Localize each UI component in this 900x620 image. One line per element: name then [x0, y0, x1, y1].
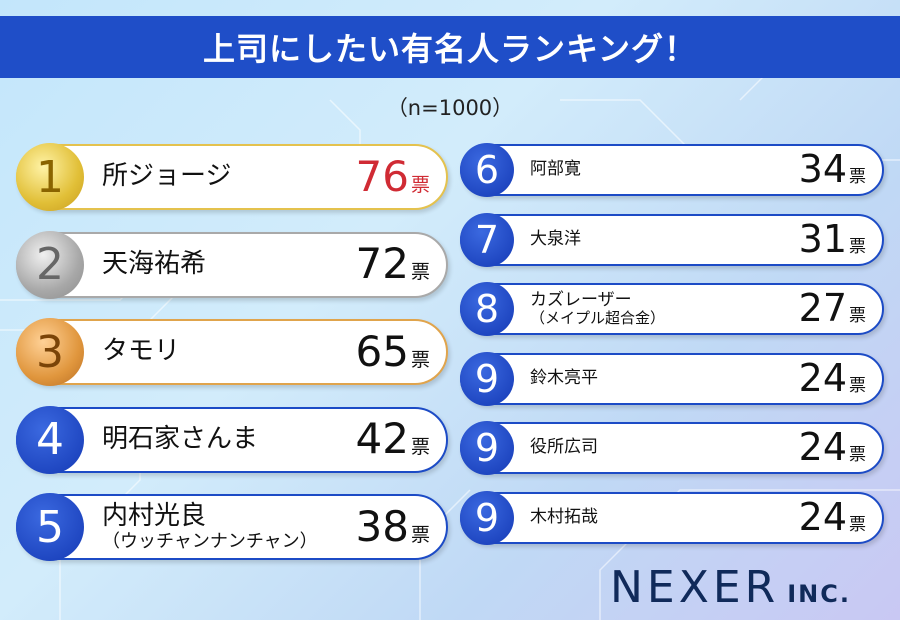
- rank-badge: 7: [460, 212, 514, 267]
- person-name-main: 天海祐希: [102, 248, 207, 279]
- vote-number: 24: [798, 355, 847, 400]
- rank-badge: 9: [460, 351, 514, 406]
- person-name-main: 所ジョージ: [102, 161, 232, 192]
- vote-count: 31 票: [799, 217, 866, 261]
- vote-number: 24: [798, 494, 847, 539]
- logo-main-text: NEXER: [610, 562, 780, 613]
- rank-badge: 5: [16, 493, 84, 561]
- rank-card: 7 大泉洋 31 票: [460, 212, 884, 267]
- person-name-main: 役所広司: [530, 437, 598, 458]
- vote-unit: 票: [849, 445, 866, 466]
- rank-card: 4 明石家さんま 42 票: [16, 405, 448, 474]
- vote-number: 31: [798, 216, 847, 261]
- rank-badge: 1: [16, 143, 84, 211]
- rank-card: 6 阿部寛 34 票: [460, 143, 884, 197]
- chart-subtitle: （n=1000）: [386, 96, 514, 120]
- rank-card: 9 役所広司 24 票: [460, 421, 884, 475]
- vote-number: 72: [355, 239, 409, 289]
- rank-card: 8 カズレーザー （メイプル超合金） 27 票: [460, 282, 884, 336]
- vote-unit: 票: [849, 375, 866, 396]
- rank-badge: 3: [16, 318, 84, 386]
- person-name: 阿部寛: [530, 159, 581, 180]
- vote-count: 65 票: [356, 327, 430, 376]
- vote-number: 24: [798, 425, 847, 470]
- person-name-main: 木村拓哉: [530, 506, 598, 527]
- vote-number: 27: [798, 286, 847, 331]
- rank-badge: 9: [460, 490, 514, 545]
- person-name: 役所広司: [530, 437, 598, 458]
- person-name-main: 阿部寛: [530, 159, 581, 180]
- company-logo: NEXER INC.: [610, 562, 851, 613]
- logo-suffix-text: INC.: [787, 580, 851, 608]
- person-name: 大泉洋: [530, 228, 581, 250]
- vote-count: 24 票: [799, 356, 866, 400]
- vote-count: 38 票: [356, 502, 430, 551]
- person-name: カズレーザー （メイプル超合金）: [530, 289, 666, 328]
- vote-number: 34: [798, 147, 847, 192]
- rank-card: 9 木村拓哉 24 票: [460, 490, 884, 545]
- vote-number: 76: [355, 151, 409, 201]
- person-name: 天海祐希: [102, 248, 207, 280]
- rank-badge: 4: [16, 405, 84, 474]
- person-name: 明石家さんま: [102, 423, 259, 455]
- person-name: 所ジョージ: [102, 161, 232, 192]
- rank-card: 2 天海祐希 72 票: [16, 230, 448, 299]
- person-name: 鈴木亮平: [530, 367, 598, 389]
- person-name-group: （メイプル超合金）: [530, 309, 666, 328]
- person-name-main: 鈴木亮平: [530, 367, 598, 388]
- vote-number: 38: [355, 501, 409, 551]
- vote-count: 27 票: [799, 286, 866, 330]
- vote-unit: 票: [410, 173, 430, 196]
- chart-title-banner: 上司にしたい有名人ランキング！: [0, 16, 900, 78]
- vote-count: 42 票: [356, 414, 430, 463]
- vote-unit: 票: [849, 236, 866, 257]
- rank-badge: 2: [16, 230, 84, 299]
- vote-unit: 票: [410, 523, 430, 546]
- person-name: 内村光良 （ウッチャンナンチャン）: [102, 500, 318, 553]
- vote-unit: 票: [849, 514, 866, 535]
- rank-badge: 8: [460, 282, 514, 336]
- person-name-main: カズレーザー: [530, 289, 632, 310]
- person-name: タモリ: [102, 336, 181, 367]
- vote-count: 24 票: [799, 495, 866, 539]
- person-name: 木村拓哉: [530, 506, 598, 528]
- vote-unit: 票: [410, 348, 430, 371]
- rank-card: 5 内村光良 （ウッチャンナンチャン） 38 票: [16, 493, 448, 561]
- rank-card: 1 所ジョージ 76 票: [16, 143, 448, 211]
- vote-unit: 票: [410, 436, 430, 459]
- vote-number: 65: [355, 326, 409, 376]
- person-name-main: 内村光良: [102, 500, 207, 531]
- vote-count: 76 票: [356, 152, 430, 201]
- rank-card: 9 鈴木亮平 24 票: [460, 351, 884, 406]
- rank-badge: 9: [460, 421, 514, 475]
- person-name-main: 明石家さんま: [102, 423, 259, 454]
- vote-unit: 票: [849, 167, 866, 188]
- vote-number: 42: [355, 414, 409, 464]
- vote-count: 24 票: [799, 425, 866, 469]
- rank-badge: 6: [460, 143, 514, 197]
- person-name-main: 大泉洋: [530, 228, 581, 249]
- chart-title: 上司にしたい有名人ランキング！: [202, 30, 698, 68]
- vote-unit: 票: [849, 306, 866, 327]
- rank-card: 3 タモリ 65 票: [16, 318, 448, 386]
- vote-count: 72 票: [356, 239, 430, 288]
- person-name-group: （ウッチャンナンチャン）: [102, 530, 318, 552]
- vote-unit: 票: [410, 261, 430, 284]
- person-name-main: タモリ: [102, 336, 181, 367]
- vote-count: 34 票: [799, 147, 866, 191]
